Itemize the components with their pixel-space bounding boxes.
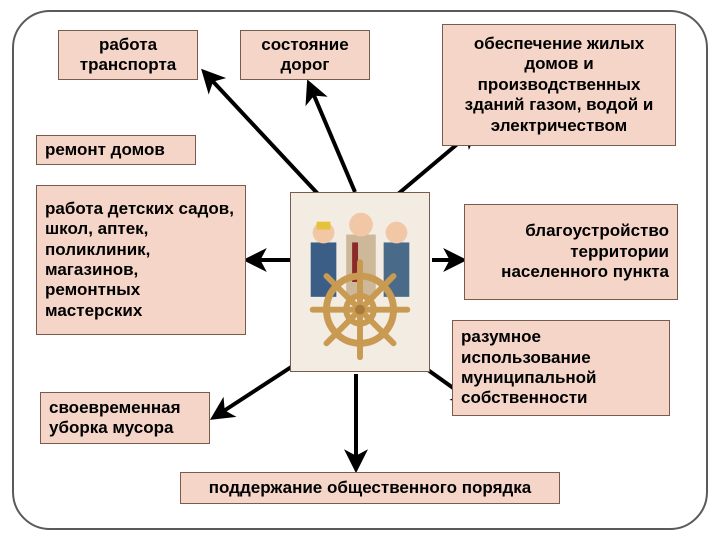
box-utilities: обеспечение жилых домов и производственн… — [442, 24, 676, 146]
diagram-canvas: работа транспорта состояние дорог обеспе… — [0, 0, 720, 540]
label: своевременная уборка мусора — [49, 398, 201, 439]
box-property: разумное использование муниципальной соб… — [452, 320, 670, 416]
box-order: поддержание общественного порядка — [180, 472, 560, 504]
label: состояние дорог — [249, 35, 361, 76]
label: работа детских садов, школ, аптек, полик… — [45, 199, 237, 321]
center-illustration — [290, 192, 430, 372]
box-transport: работа транспорта — [58, 30, 198, 80]
box-garbage: своевременная уборка мусора — [40, 392, 210, 444]
label: обеспечение жилых домов и производственн… — [451, 34, 667, 136]
label: разумное использование муниципальной соб… — [461, 327, 661, 409]
box-repair: ремонт домов — [36, 135, 196, 165]
label: ремонт домов — [45, 140, 165, 160]
box-services: работа детских садов, школ, аптек, полик… — [36, 185, 246, 335]
label: работа транспорта — [67, 35, 189, 76]
label: благоустройство территории населенного п… — [473, 221, 669, 282]
label: поддержание общественного порядка — [209, 478, 532, 498]
box-landscaping: благоустройство территории населенного п… — [464, 204, 678, 300]
box-roads: состояние дорог — [240, 30, 370, 80]
